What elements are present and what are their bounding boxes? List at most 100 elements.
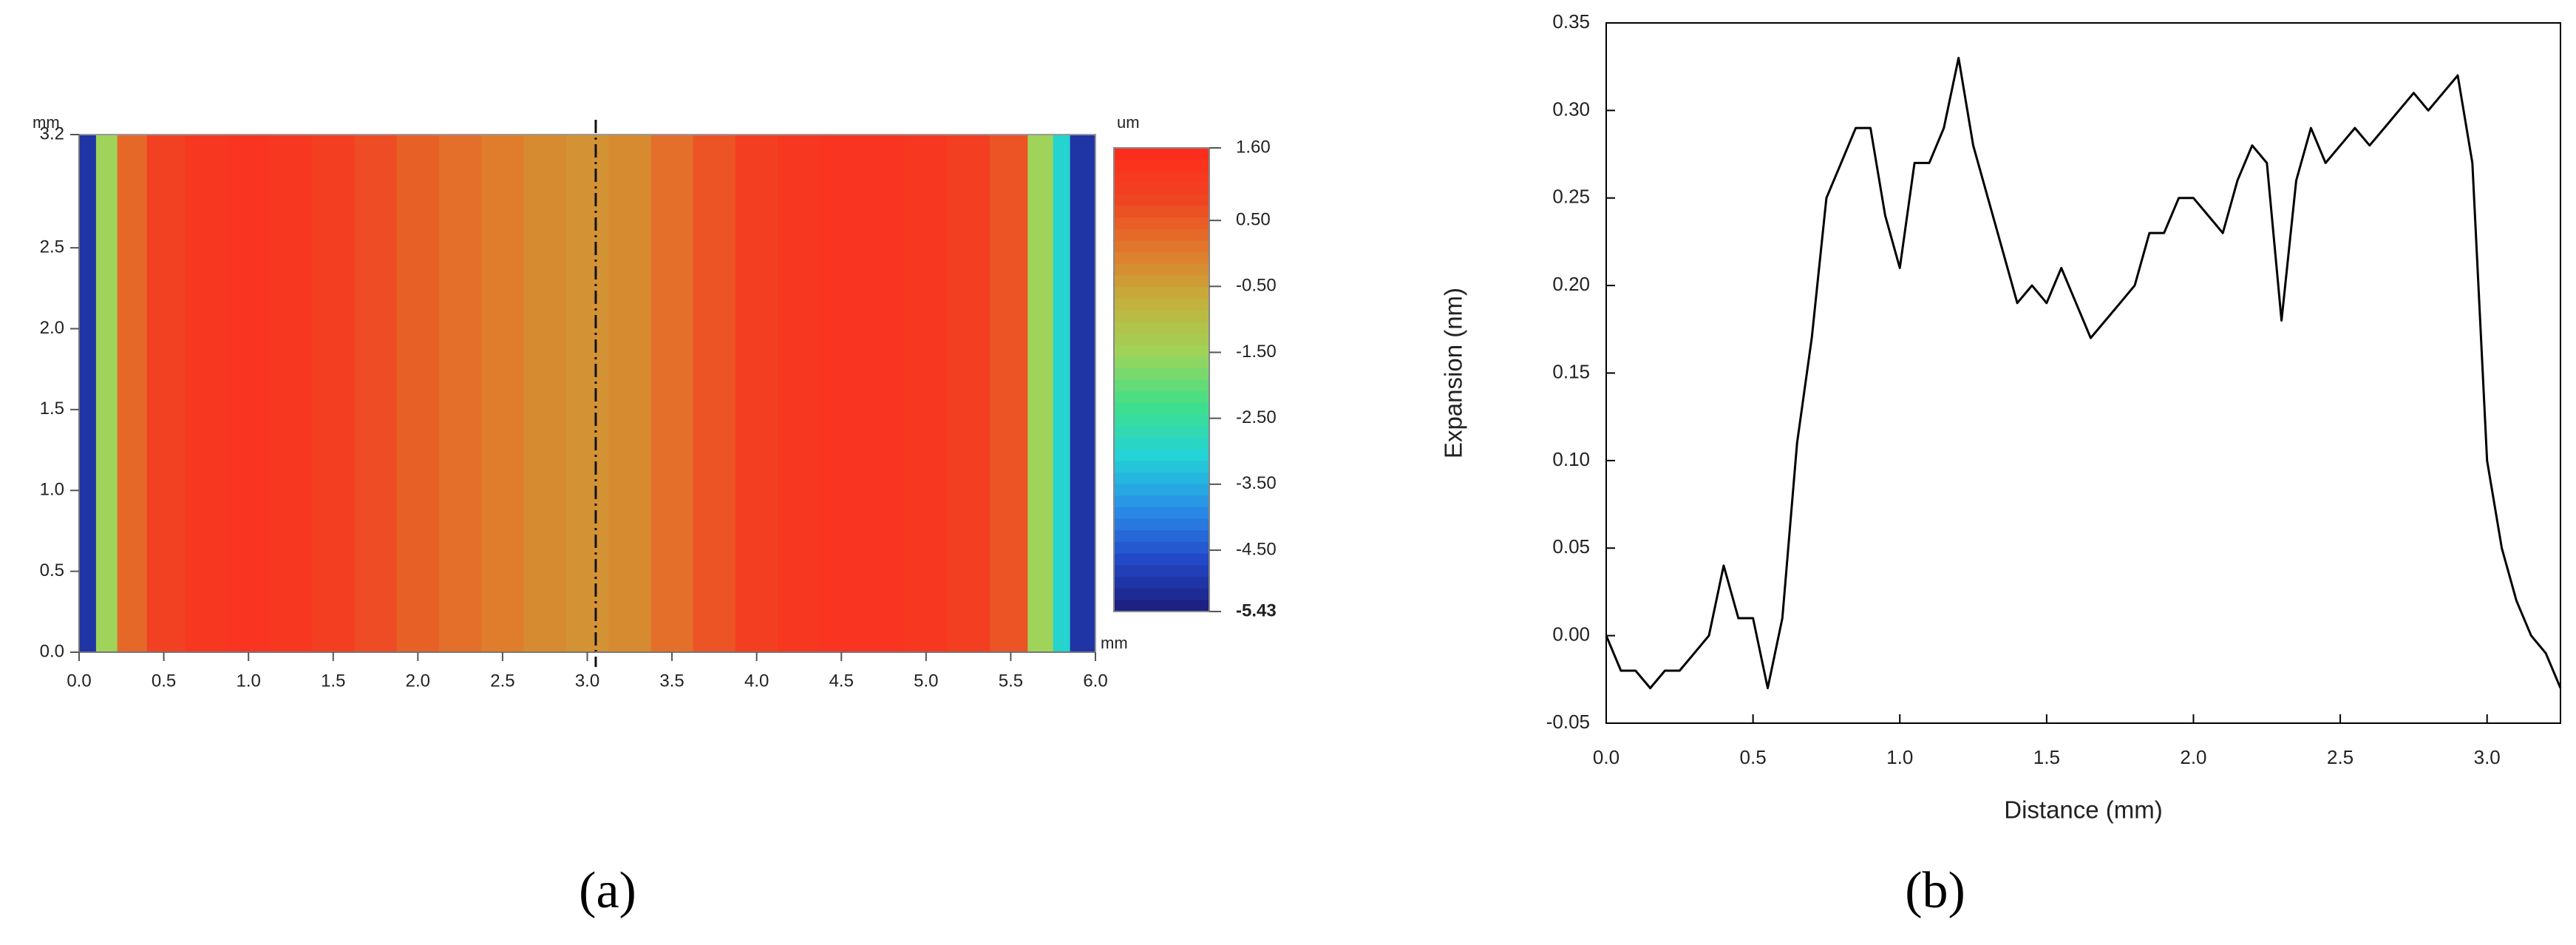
y-tick-label: 1.0 — [40, 480, 64, 500]
y-tick-label: 0.10 — [1552, 448, 1590, 470]
x-tick-label: 3.0 — [2474, 746, 2501, 768]
colorbar-band — [1114, 159, 1209, 172]
colorbar-band — [1114, 565, 1209, 578]
heatmap-strip — [227, 135, 271, 652]
colorbar-tick-label: -4.50 — [1236, 539, 1277, 559]
x-tick-label: 5.5 — [999, 671, 1023, 691]
colorbar-band — [1114, 495, 1209, 508]
x-tick-label: 2.0 — [406, 671, 430, 691]
x-tick-label: 2.0 — [2180, 746, 2206, 768]
y-tick-label: 0.25 — [1552, 186, 1590, 208]
colorbar-band — [1114, 356, 1209, 369]
heatmap-strip — [396, 135, 440, 652]
x-axis-label: mm — [1101, 634, 1128, 652]
colorbar-band — [1114, 437, 1209, 450]
heatmap-strip — [1070, 135, 1096, 652]
colorbar-band — [1114, 194, 1209, 206]
colorbar-tick-label: -3.50 — [1236, 473, 1277, 493]
x-tick-label: 5.0 — [914, 671, 938, 691]
heatmap-strip — [735, 135, 778, 652]
x-tick-label: 0.0 — [67, 671, 91, 691]
y-tick-label: 3.2 — [40, 123, 64, 143]
colorbar-band — [1114, 553, 1209, 566]
colorbar-band — [1114, 402, 1209, 416]
colorbar-band — [1114, 206, 1209, 218]
y-tick-label: 0.15 — [1552, 360, 1590, 382]
colorbar-band — [1114, 171, 1209, 183]
colorbar-band — [1114, 263, 1209, 276]
x-tick-label: 4.0 — [744, 671, 769, 691]
colorbar-band — [1114, 275, 1209, 288]
y-tick-label: 0.00 — [1552, 623, 1590, 646]
x-tick-label: 3.0 — [575, 671, 599, 691]
x-tick-label: 3.5 — [659, 671, 684, 691]
heatmap-strip — [947, 135, 990, 652]
y-tick-label: 2.5 — [40, 237, 64, 257]
heatmap-strip — [354, 135, 398, 652]
colorbar-tick-label: -5.43 — [1236, 600, 1277, 620]
x-tick-label: 4.5 — [829, 671, 854, 691]
y-tick-label: 1.5 — [40, 399, 64, 419]
colorbar-tick-label: 0.50 — [1236, 209, 1271, 229]
heatmap-strip — [438, 135, 482, 652]
y-tick-label: 0.5 — [40, 560, 64, 580]
y-tick-label: 0.05 — [1552, 535, 1590, 558]
heatmap-strip — [905, 135, 948, 652]
heatmap-strip — [79, 135, 97, 652]
colorbar-band — [1114, 240, 1209, 253]
colorbar-band — [1114, 148, 1209, 160]
heatmap-strip — [862, 135, 905, 652]
heatmap-strip — [185, 135, 228, 652]
colorbar-band — [1114, 414, 1209, 427]
x-tick-label: 1.0 — [1886, 746, 1913, 768]
colorbar-band — [1114, 379, 1209, 392]
y-tick-label: 0.20 — [1552, 273, 1590, 295]
x-tick-label: 1.5 — [321, 671, 345, 691]
colorbar-band — [1114, 449, 1209, 461]
colorbar-band — [1114, 391, 1209, 404]
x-tick-label: 2.5 — [490, 671, 514, 691]
x-tick-label: 6.0 — [1083, 671, 1107, 691]
x-axis-label: Distance (mm) — [2004, 796, 2163, 824]
colorbar-band — [1114, 461, 1209, 473]
heatmap-strip — [312, 135, 355, 652]
heatmap-strip — [117, 135, 148, 652]
colorbar-tick-label: -2.50 — [1236, 407, 1277, 427]
colorbar-band — [1114, 298, 1209, 311]
colorbar-band — [1114, 217, 1209, 230]
colorbar-band — [1114, 600, 1209, 612]
heatmap-strip — [269, 135, 313, 652]
y-tick-label: 2.0 — [40, 318, 64, 338]
colorbar-frame — [1113, 147, 1210, 612]
y-tick-label: -0.05 — [1546, 711, 1590, 733]
heatmap-strip — [778, 135, 821, 652]
x-tick-label: 0.5 — [1740, 746, 1767, 768]
colorbar-band — [1114, 333, 1209, 345]
colorbar-band — [1114, 576, 1209, 589]
colorbar-tick-label: -1.50 — [1236, 342, 1277, 362]
colorbar-band — [1114, 484, 1209, 496]
colorbar-label: um — [1117, 113, 1140, 132]
heatmap-strip — [650, 135, 694, 652]
x-tick-label: 1.5 — [2033, 746, 2060, 768]
heatmap-strip — [693, 135, 736, 652]
y-tick-label: 0.30 — [1552, 98, 1590, 120]
heatmap-strip — [1053, 135, 1071, 652]
colorbar-band — [1114, 588, 1209, 600]
colorbar-band — [1114, 310, 1209, 322]
y-tick-label: 0.0 — [40, 641, 64, 661]
colorbar-band — [1114, 541, 1209, 555]
colorbar-tick-label: -0.50 — [1236, 276, 1277, 296]
x-tick-label: 2.5 — [2327, 746, 2354, 768]
heatmap-strip — [989, 135, 1028, 652]
colorbar-band — [1114, 183, 1209, 195]
caption: (b) — [1905, 862, 1965, 919]
colorbar-band — [1114, 322, 1209, 334]
y-axis-label: Expansion (nm) — [1440, 288, 1467, 458]
colorbar-band — [1114, 228, 1209, 241]
heatmap-strip — [1027, 135, 1054, 652]
colorbar-band — [1114, 507, 1209, 520]
colorbar-tick-label: 1.60 — [1236, 137, 1271, 157]
